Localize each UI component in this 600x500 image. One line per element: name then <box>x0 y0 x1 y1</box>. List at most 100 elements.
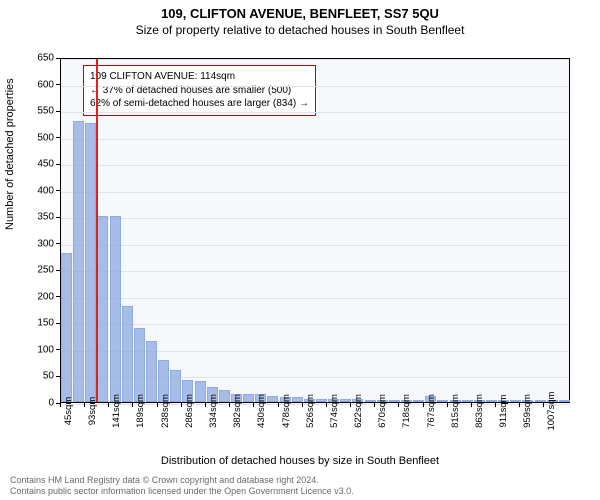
y-tick-label: 0 <box>14 398 54 409</box>
y-tick-label: 250 <box>14 265 54 276</box>
x-axis-ticks: 45sqm93sqm141sqm189sqm238sqm286sqm334sqm… <box>60 403 570 458</box>
x-tick-label: 189sqm <box>135 394 146 428</box>
footer-text: Contains HM Land Registry data © Crown c… <box>10 475 354 497</box>
x-tick-label: 911sqm <box>498 394 509 427</box>
x-tick-mark <box>205 403 206 407</box>
x-tick-mark <box>447 403 448 407</box>
bar <box>437 400 448 402</box>
gridline <box>61 324 569 325</box>
y-tick-label: 650 <box>14 53 54 64</box>
x-tick-mark <box>471 403 472 407</box>
bar <box>146 341 157 402</box>
plot-area: 109 CLIFTON AVENUE: 114sqm ← 37% of deta… <box>60 58 570 403</box>
bar <box>122 306 133 402</box>
gridline <box>61 298 569 299</box>
footer-line-2: Contains public sector information licen… <box>10 486 354 497</box>
x-tick-mark <box>229 403 230 407</box>
x-tick-label: 382sqm <box>232 394 243 428</box>
bar <box>170 370 181 402</box>
x-tick-label: 574sqm <box>329 394 340 428</box>
x-tick-label: 430sqm <box>256 394 267 428</box>
x-tick-label: 334sqm <box>208 394 219 428</box>
bar <box>510 400 521 402</box>
y-tick-label: 550 <box>14 106 54 117</box>
y-tick-label: 200 <box>14 291 54 302</box>
x-tick-label: 815sqm <box>450 394 461 428</box>
bar <box>316 399 327 402</box>
footer-line-1: Contains HM Land Registry data © Crown c… <box>10 475 354 486</box>
x-tick-mark <box>543 403 544 407</box>
bar <box>243 394 254 402</box>
x-tick-label: 45sqm <box>63 397 74 426</box>
bar <box>134 328 145 402</box>
reference-line <box>96 59 98 402</box>
gridline <box>61 245 569 246</box>
gridline <box>61 139 569 140</box>
x-tick-label: 141sqm <box>111 394 122 428</box>
x-tick-label: 93sqm <box>87 397 98 426</box>
x-tick-label: 622sqm <box>353 394 364 428</box>
x-tick-label: 767sqm <box>426 394 437 428</box>
x-tick-label: 718sqm <box>401 394 412 428</box>
bar <box>73 121 84 402</box>
bar <box>535 400 546 402</box>
x-tick-mark <box>60 403 61 407</box>
x-tick-label: 526sqm <box>305 394 316 428</box>
y-tick-label: 500 <box>14 132 54 143</box>
x-axis-title: Distribution of detached houses by size … <box>0 455 600 467</box>
y-axis-ticks: 050100150200250300350400450500550600650 <box>0 58 56 403</box>
x-tick-label: 863sqm <box>474 394 485 428</box>
bar <box>61 253 72 402</box>
x-tick-label: 670sqm <box>377 394 388 428</box>
x-tick-mark <box>326 403 327 407</box>
legend-line-1: 109 CLIFTON AVENUE: 114sqm <box>90 70 309 84</box>
gridline <box>61 165 569 166</box>
x-tick-mark <box>278 403 279 407</box>
x-tick-mark <box>253 403 254 407</box>
x-tick-mark <box>374 403 375 407</box>
x-tick-mark <box>157 403 158 407</box>
y-tick-label: 100 <box>14 344 54 355</box>
legend-box: 109 CLIFTON AVENUE: 114sqm ← 37% of deta… <box>83 65 316 116</box>
bar <box>462 400 473 402</box>
bar <box>340 399 351 402</box>
y-tick-label: 150 <box>14 318 54 329</box>
x-tick-mark <box>398 403 399 407</box>
bar <box>267 396 278 402</box>
x-tick-label: 1007sqm <box>546 391 557 430</box>
legend-line-3: 62% of semi-detached houses are larger (… <box>90 97 309 111</box>
bar <box>389 400 400 402</box>
x-tick-mark <box>181 403 182 407</box>
y-tick-label: 50 <box>14 371 54 382</box>
gridline <box>61 218 569 219</box>
x-tick-mark <box>519 403 520 407</box>
gridline <box>61 59 569 60</box>
x-tick-mark <box>84 403 85 407</box>
x-tick-label: 238sqm <box>160 394 171 428</box>
bar <box>486 400 497 402</box>
bar <box>559 400 570 402</box>
x-tick-label: 286sqm <box>184 394 195 428</box>
bar <box>413 400 424 402</box>
gridline <box>61 112 569 113</box>
x-tick-mark <box>350 403 351 407</box>
bar <box>97 216 108 402</box>
x-tick-mark <box>108 403 109 407</box>
x-tick-label: 959sqm <box>522 394 533 428</box>
chart-subtitle: Size of property relative to detached ho… <box>0 23 600 37</box>
x-tick-mark <box>495 403 496 407</box>
x-tick-mark <box>132 403 133 407</box>
gridline <box>61 86 569 87</box>
y-tick-label: 600 <box>14 79 54 90</box>
bar <box>365 400 376 402</box>
bar <box>195 381 206 402</box>
gridline <box>61 271 569 272</box>
bar <box>110 216 121 402</box>
title-block: 109, CLIFTON AVENUE, BENFLEET, SS7 5QU S… <box>0 0 600 37</box>
bar <box>292 397 303 402</box>
chart-title: 109, CLIFTON AVENUE, BENFLEET, SS7 5QU <box>0 6 600 21</box>
x-tick-mark <box>302 403 303 407</box>
gridline <box>61 192 569 193</box>
x-tick-mark <box>423 403 424 407</box>
y-tick-label: 400 <box>14 185 54 196</box>
